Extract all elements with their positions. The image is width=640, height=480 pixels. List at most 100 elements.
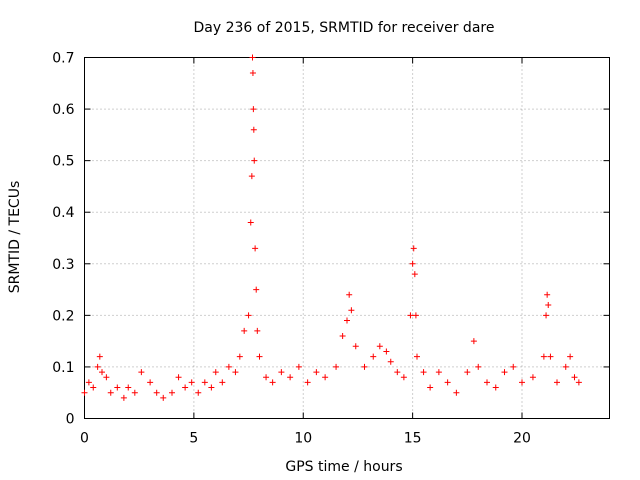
data-point [107,389,114,396]
y-tick-label: 0.6 [52,102,74,118]
data-point [225,363,232,370]
data-point [464,369,471,376]
data-point [94,363,101,370]
data-point [252,245,259,252]
data-point [333,363,340,370]
data-point [304,379,311,386]
x-tick-label: 10 [294,431,312,447]
data-point [169,389,175,396]
data-point [412,312,419,319]
plot-frame [84,57,610,419]
y-tick-label: 0.5 [52,154,74,170]
data-point [188,379,195,386]
data-point [501,369,508,376]
data-point [251,157,258,164]
data-point [410,245,417,252]
y-axis-label: SRMTID / TECUs [7,181,23,294]
data-point [278,369,285,376]
data-point [153,389,160,396]
data-point [99,369,105,376]
data-point [544,291,551,298]
data-point [344,317,350,324]
data-point [125,384,132,391]
data-point [287,374,294,381]
data-point [510,363,517,370]
data-point [376,343,383,350]
x-tick-labels: 0 5 10 15 20 [80,431,531,447]
data-point [414,353,420,360]
data-point [394,369,401,376]
x-axis-label: GPS time / hours [285,459,402,475]
data-point [85,379,92,386]
data-point [519,379,525,386]
x-tick-label: 0 [80,431,89,447]
data-point [263,374,270,381]
y-tick-label: 0.3 [52,257,74,273]
data-point [453,389,460,396]
y-tick-labels: 0 0.1 0.2 0.3 0.4 0.5 0.6 0.7 [52,51,74,428]
data-point [195,389,202,396]
y-tick-label: 0.2 [52,308,74,324]
data-point [253,286,260,293]
data-point [114,384,121,391]
data-point [387,358,394,365]
chart-title: Day 236 of 2015, SRMTID for receiver dar… [194,20,495,36]
data-points [81,54,582,401]
data-point [484,379,490,386]
data-point [245,312,252,319]
data-point [420,369,427,376]
data-point [241,327,248,334]
data-point [160,394,167,401]
data-point [147,379,154,386]
data-point [470,338,477,345]
data-point [120,394,127,401]
data-point [219,379,226,386]
x-tick-label: 20 [513,431,531,447]
data-point [201,379,208,386]
data-point [540,353,547,360]
data-point [313,369,320,376]
data-point [435,369,442,376]
data-point [352,343,359,350]
data-point [543,312,550,319]
y-tick-label: 0.1 [52,360,74,376]
data-point [567,353,574,360]
axis-ticks [84,57,610,419]
data-point [138,369,145,376]
data-point [383,348,390,355]
x-tick-label: 15 [404,431,422,447]
data-point [400,374,407,381]
data-point [361,363,368,370]
data-point [232,369,239,376]
data-point [236,353,243,360]
data-point [250,106,257,113]
data-point [444,379,451,386]
data-point [254,327,261,334]
data-point [411,271,418,278]
data-point [492,384,499,391]
grid-lines [84,57,610,419]
x-tick-label: 5 [189,431,198,447]
y-tick-label: 0 [66,412,75,428]
data-point [250,126,257,133]
data-point [339,332,346,339]
data-point [370,353,377,360]
y-tick-label: 0.7 [52,51,74,67]
data-point [575,379,582,386]
data-point [175,374,182,381]
data-point [90,384,97,391]
data-point [409,260,416,267]
data-point [346,291,353,298]
data-point [81,389,88,396]
data-point [407,312,414,319]
data-point [249,69,256,76]
data-point [529,374,536,381]
y-tick-label: 0.4 [52,205,74,221]
data-point [571,374,578,381]
data-point [562,363,569,370]
data-point [212,369,219,376]
data-point [295,363,302,370]
data-point [322,374,329,381]
data-point [348,307,355,314]
